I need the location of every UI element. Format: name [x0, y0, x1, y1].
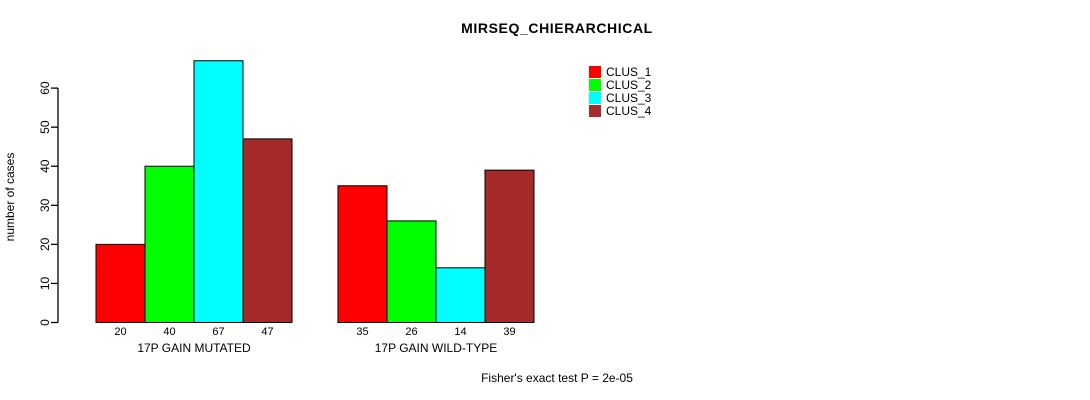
legend-label: CLUS_4: [606, 104, 652, 118]
y-tick-label: 40: [38, 159, 52, 173]
bar-clus_3-group1: [193, 60, 244, 323]
bar-clus_4-group1: [242, 138, 293, 323]
bar-clus_4-group2: [484, 169, 535, 323]
bar-clus_2-group1: [144, 165, 195, 323]
y-tick-label: 0: [38, 319, 52, 326]
bar-clus_1-group2: [337, 185, 388, 323]
group-label-mutated: 17P GAIN MUTATED: [137, 341, 251, 355]
y-tick-label: 30: [38, 198, 52, 212]
y-tick-label: 10: [38, 276, 52, 290]
legend-swatch-clus_2: [589, 79, 601, 91]
bar-value-label: 26: [405, 326, 417, 338]
bar-value-label: 40: [163, 326, 175, 338]
bar-value-label: 39: [503, 326, 515, 338]
legend-label: CLUS_3: [606, 91, 652, 105]
fisher-annotation: Fisher's exact test P = 2e-05: [481, 371, 633, 385]
y-tick-label: 50: [38, 120, 52, 134]
bar-value-label: 67: [212, 326, 224, 338]
chart-title: MIRSEQ_CHIERARCHICAL: [461, 20, 653, 36]
legend-swatch-clus_1: [589, 66, 601, 78]
legend-swatch-clus_3: [589, 92, 601, 104]
bar-value-label: 47: [261, 326, 273, 338]
bar-value-label: 20: [114, 326, 126, 338]
bar-value-label: 14: [454, 326, 466, 338]
y-axis: 0 10 20 30 40 50 60: [38, 81, 59, 326]
y-tick-label: 60: [38, 81, 52, 95]
bar-clus_1-group1: [95, 243, 146, 323]
bar-clus_3-group2: [435, 267, 486, 324]
y-axis-label: number of cases: [3, 153, 17, 242]
bars-group: 20 35 40 26 67 14 47 39: [95, 60, 535, 338]
y-tick-label: 20: [38, 237, 52, 251]
bar-value-label: 35: [356, 326, 368, 338]
legend-swatch-clus_4: [589, 105, 601, 117]
group-label-wild-type: 17P GAIN WILD-TYPE: [375, 341, 497, 355]
legend-label: CLUS_1: [606, 65, 652, 79]
legend-label: CLUS_2: [606, 78, 652, 92]
bar-clus_2-group2: [386, 220, 437, 323]
